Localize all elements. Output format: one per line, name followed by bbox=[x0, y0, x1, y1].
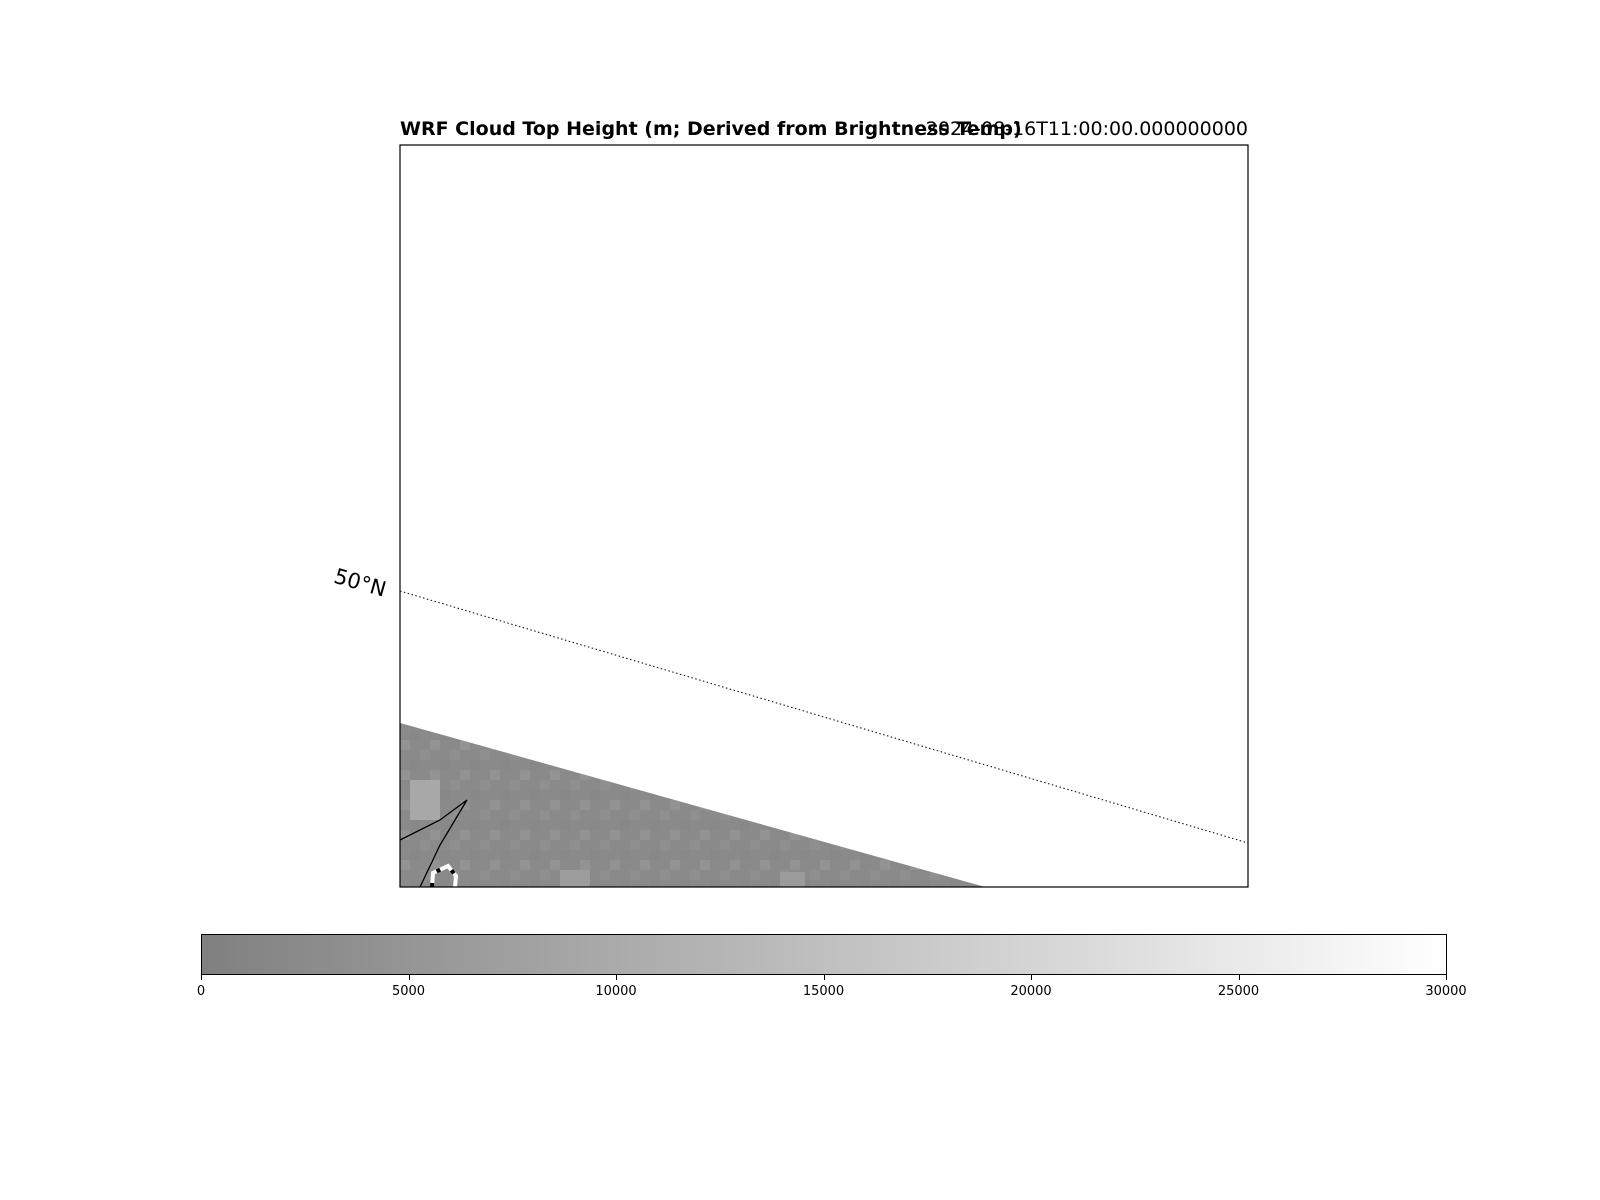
colorbar-tick-label: 30000 bbox=[1425, 984, 1467, 999]
latitude-line-50n bbox=[400, 590, 1248, 844]
colorbar-tick bbox=[201, 975, 202, 980]
cloud-patch bbox=[410, 780, 440, 820]
plot-title: WRF Cloud Top Height (m; Derived from Br… bbox=[400, 118, 1022, 140]
cloud-patch bbox=[560, 870, 590, 887]
colorbar-tick-label: 0 bbox=[196, 984, 206, 999]
plot-timestamp: 2024-08-16T11:00:00.000000000 bbox=[925, 118, 1248, 140]
map-frame bbox=[399, 144, 1249, 888]
colorbar-tick bbox=[1031, 975, 1032, 980]
colorbar-tick-label: 20000 bbox=[1010, 984, 1052, 999]
colorbar bbox=[201, 934, 1447, 975]
colorbar-tick bbox=[1238, 975, 1240, 980]
colorbar-tick bbox=[616, 975, 617, 980]
colorbar-tick-label: 5000 bbox=[391, 984, 426, 999]
colorbar-tick-label: 10000 bbox=[595, 984, 637, 999]
cloud-patch bbox=[780, 872, 805, 887]
colorbar-tick-label: 15000 bbox=[802, 984, 845, 999]
colorbar-tick bbox=[408, 975, 410, 980]
colorbar-tick bbox=[823, 975, 825, 980]
colorbar-tick bbox=[1446, 975, 1447, 980]
border-line-white bbox=[430, 863, 459, 887]
coastline bbox=[400, 799, 468, 887]
colorbar-tick-label: 25000 bbox=[1217, 984, 1260, 999]
cloud-height-texture bbox=[400, 723, 985, 887]
